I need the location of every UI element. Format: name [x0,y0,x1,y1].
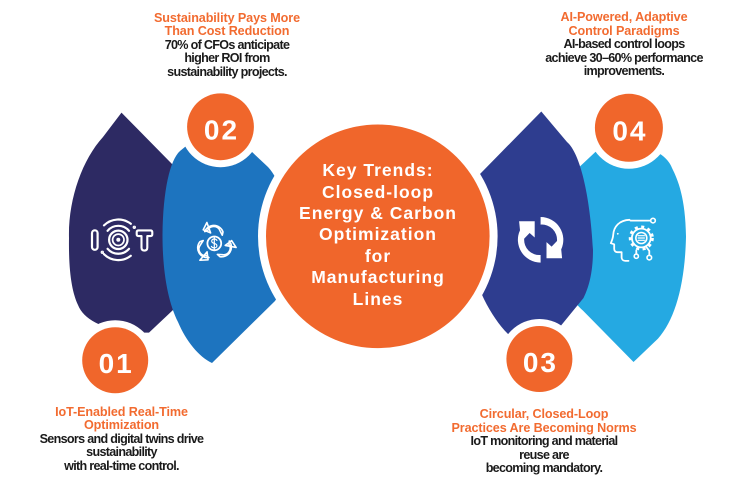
svg-text:02: 02 [204,115,239,146]
svg-text:04: 04 [612,116,647,147]
svg-text:03: 03 [523,347,558,378]
svg-text:01: 01 [99,348,134,379]
